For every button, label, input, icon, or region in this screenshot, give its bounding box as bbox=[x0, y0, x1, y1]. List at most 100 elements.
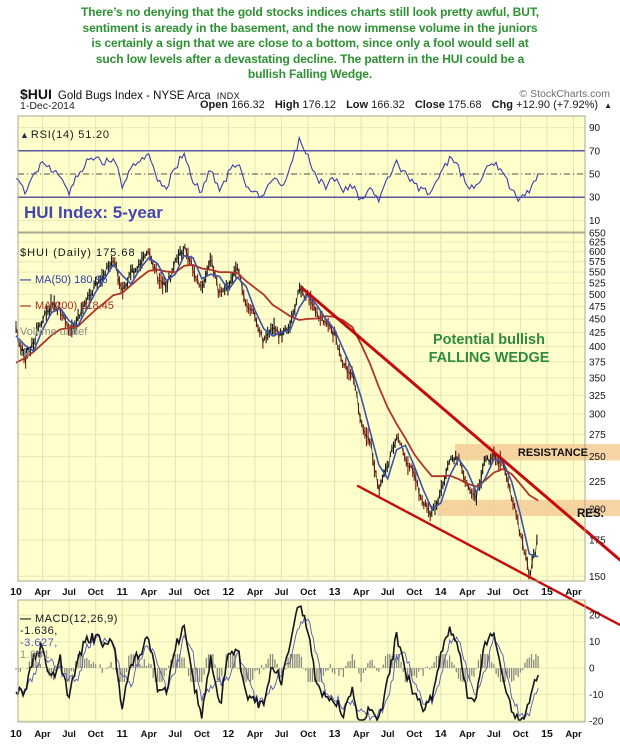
x-tick-label: Oct bbox=[406, 587, 423, 598]
y-tick-label: 275 bbox=[589, 430, 606, 441]
x-tick-label: Apr bbox=[565, 729, 582, 740]
y-tick-label: 10 bbox=[589, 637, 601, 648]
high-label: High bbox=[274, 99, 300, 111]
quote-bar: Open 166.32 High 176.12 Low 166.32 Close… bbox=[193, 99, 612, 111]
x-tick-label: Jul bbox=[168, 587, 182, 598]
x-tick-label: 13 bbox=[329, 728, 341, 740]
x-tick-label: Apr bbox=[247, 587, 264, 598]
wedge-upper-trendline bbox=[300, 286, 620, 562]
open-value: 166.32 bbox=[231, 99, 265, 111]
y-tick-label: 20 bbox=[589, 611, 601, 622]
x-tick-label: Apr bbox=[353, 587, 370, 598]
panel-borders bbox=[17, 115, 586, 723]
commentary-text: There’s no denying that the gold stocks … bbox=[81, 5, 539, 82]
x-tick-label: Jul bbox=[487, 729, 501, 740]
x-tick-label: Oct bbox=[300, 587, 317, 598]
reference-lines bbox=[18, 150, 585, 198]
y-tick-label: 300 bbox=[589, 410, 606, 421]
x-tick-label: Oct bbox=[300, 729, 317, 740]
hui-period-label: HUI Index: 5-year bbox=[24, 203, 163, 222]
ma200-swatch: — bbox=[20, 300, 31, 313]
x-tick-label: Apr bbox=[141, 729, 158, 740]
x-tick-label: Apr bbox=[459, 729, 476, 740]
signal-value: -3.627, bbox=[20, 637, 58, 649]
x-tick-label: 15 bbox=[541, 728, 553, 740]
rsi-line bbox=[15, 135, 539, 204]
ma50-legend-row: — MA(50) 180.96 bbox=[20, 274, 136, 287]
x-tick-label: Apr bbox=[34, 729, 51, 740]
x-tick-label: Oct bbox=[88, 587, 105, 598]
macd-legend-text: MACD(12,26,9) bbox=[35, 613, 118, 625]
volume-bars-icon bbox=[21, 348, 29, 356]
chg-label: Chg bbox=[491, 99, 513, 111]
y-tick-label: 650 bbox=[589, 229, 606, 240]
y-tick-label: 400 bbox=[589, 342, 606, 353]
rsi-legend: ▲ RSI(14) 51.20 bbox=[20, 117, 110, 141]
x-tick-label: 10 bbox=[10, 586, 22, 598]
symbol-exchange: INDX bbox=[216, 91, 241, 101]
x-tick-label: Apr bbox=[353, 729, 370, 740]
price-legend-text: $HUI (Daily) 175.68 bbox=[20, 247, 136, 260]
x-tick-label: Jul bbox=[275, 729, 289, 740]
y-tick-label: 625 bbox=[589, 238, 606, 249]
trendlines bbox=[300, 286, 620, 627]
x-tick-label: Oct bbox=[194, 587, 211, 598]
y-tick-label: 30 bbox=[589, 193, 601, 204]
y-tick-label: 600 bbox=[589, 247, 606, 258]
x-tick-label: 14 bbox=[435, 728, 447, 740]
y-tick-label: 550 bbox=[589, 268, 606, 279]
x-tick-label: Jul bbox=[275, 587, 289, 598]
price-line bbox=[15, 246, 538, 576]
y-tick-label: 575 bbox=[589, 257, 606, 268]
y-tick-label: 225 bbox=[589, 477, 606, 488]
low-label: Low bbox=[346, 99, 369, 111]
symbol-title: $HUI bbox=[20, 86, 52, 102]
hist-value: 1.991 bbox=[20, 649, 51, 661]
line-swatch-icon: — bbox=[20, 613, 32, 625]
main-legend: $HUI (Daily) 175.68 — MA(50) 180.96 — MA(2… bbox=[20, 234, 136, 356]
macd-value: -1.636, bbox=[20, 625, 58, 637]
chart-date: 1-Dec-2014 bbox=[20, 100, 75, 112]
resistance-bands bbox=[437, 443, 620, 517]
ma200-legend-text: MA(200) 218.45 bbox=[35, 300, 114, 313]
x-tick-label: Apr bbox=[34, 587, 51, 598]
ma50-swatch: — bbox=[20, 273, 31, 286]
x-tick-label: Jul bbox=[168, 729, 182, 740]
macd-signal-line bbox=[15, 615, 539, 722]
x-tick-label: Apr bbox=[247, 729, 264, 740]
ma50-line bbox=[15, 254, 539, 558]
x-tick-label: Jul bbox=[487, 587, 501, 598]
y-tick-label: 250 bbox=[589, 452, 606, 463]
y-tick-label: 200 bbox=[589, 504, 606, 515]
high-value: 176.12 bbox=[302, 99, 337, 111]
x-tick-label: 11 bbox=[117, 728, 128, 740]
x-tick-label: Jul bbox=[62, 587, 76, 598]
resistance-band bbox=[437, 499, 620, 517]
chart-canvas: 6506256005755505255004754504254003753503… bbox=[10, 115, 620, 740]
y-tick-label: 375 bbox=[589, 357, 606, 368]
macd-line bbox=[15, 605, 539, 722]
y-tick-label: 325 bbox=[589, 391, 606, 402]
x-tick-label: Apr bbox=[565, 587, 582, 598]
resistance-label: RESISTANCE bbox=[517, 447, 588, 459]
price-legend-row: $HUI (Daily) 175.68 bbox=[20, 247, 136, 356]
y-tick-label: -10 bbox=[589, 690, 604, 701]
x-tick-label: 11 bbox=[117, 586, 128, 598]
res-label: RES. bbox=[577, 508, 604, 520]
x-tick-label: Jul bbox=[381, 587, 395, 598]
y-tick-label: 350 bbox=[589, 373, 606, 384]
x-tick-label: 15 bbox=[541, 586, 553, 598]
x-tick-label: Jul bbox=[381, 729, 395, 740]
y-tick-label: 525 bbox=[589, 279, 606, 290]
wedge-lower-trendline bbox=[356, 484, 620, 627]
rsi-legend-text: RSI(14) 51.20 bbox=[30, 129, 110, 141]
chart-title: $HUI Gold Bugs Index - NYSE Arca INDX bbox=[20, 86, 240, 102]
y-tick-label: 50 bbox=[589, 170, 601, 181]
wedge-annotation: Potential bullish FALLING WEDGE bbox=[428, 332, 550, 366]
close-value: 175.68 bbox=[447, 99, 482, 111]
x-tick-label: Oct bbox=[513, 587, 530, 598]
y-tick-label: -20 bbox=[589, 716, 604, 727]
y-tick-label: 150 bbox=[589, 572, 606, 583]
ma50-legend-text: MA(50) 180.96 bbox=[35, 273, 108, 286]
